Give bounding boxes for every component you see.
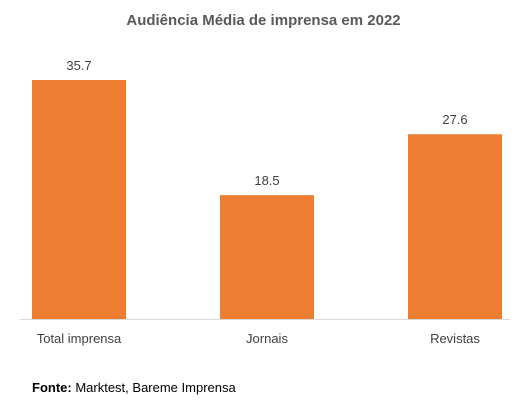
- value-label: 27.6: [442, 112, 467, 127]
- value-label: 35.7: [66, 58, 91, 73]
- source-label: Fonte:: [32, 380, 72, 395]
- bar-total-imprensa: [32, 80, 126, 319]
- category-labels-group: Total imprensa Jornais Revistas: [37, 331, 481, 346]
- bar-jornais: [220, 195, 314, 319]
- bars-group: [32, 80, 502, 319]
- category-label: Total imprensa: [37, 331, 122, 346]
- bar-chart: 35.7 18.5 27.6 Total imprensa Jornais Revist…: [20, 58, 510, 346]
- category-label: Revistas: [430, 331, 480, 346]
- chart-title: Audiência Média de imprensa em 2022: [126, 12, 401, 29]
- bar-revistas: [408, 134, 502, 319]
- source-text: Marktest, Bareme Imprensa: [71, 380, 236, 395]
- source-note: Fonte: Marktest, Bareme Imprensa: [32, 380, 236, 395]
- value-labels-group: 35.7 18.5 27.6: [66, 58, 467, 188]
- category-label: Jornais: [246, 331, 288, 346]
- value-label: 18.5: [254, 173, 279, 188]
